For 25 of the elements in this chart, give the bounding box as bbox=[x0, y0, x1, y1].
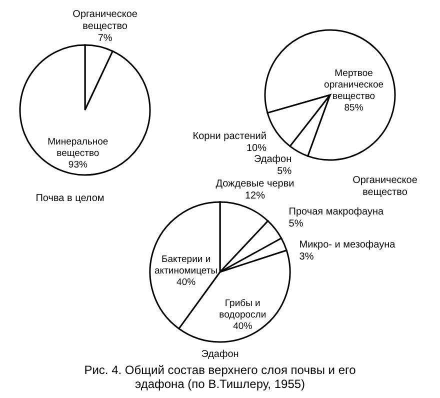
text: Почва в целом bbox=[36, 193, 104, 204]
slice-label: Бактерии и актиномицеты bbox=[154, 254, 218, 277]
data-label: 10% bbox=[246, 142, 267, 154]
text: Органическое вещество bbox=[352, 175, 418, 198]
slice-label: Прочая макрофауна bbox=[288, 206, 384, 218]
data-label: 93% bbox=[68, 160, 88, 171]
data-label: 5% bbox=[277, 166, 292, 177]
text: Эдафон bbox=[201, 349, 239, 360]
slice-label: Минеральное вещество bbox=[48, 136, 108, 160]
pie-slice bbox=[19, 44, 151, 176]
slice-label: Органическое вещество bbox=[72, 9, 138, 32]
data-label: 40% bbox=[233, 321, 253, 332]
slice-label: Дождевые черви bbox=[216, 178, 294, 190]
data-label: 3% bbox=[299, 251, 314, 262]
slice-label: Корни растений bbox=[192, 130, 266, 142]
data-label: 7% bbox=[98, 33, 112, 44]
slice-label: Эдафон bbox=[254, 154, 292, 165]
data-label: 5% bbox=[288, 218, 304, 230]
data-label: 12% bbox=[244, 190, 266, 202]
text: Рис. 4. Общий состав верхнего слоя почвы и его эдафона (по В.Тишлеру, 1955) bbox=[84, 363, 356, 391]
data-label: 40% bbox=[176, 277, 196, 288]
data-label: 85% bbox=[344, 102, 364, 114]
slice-label: Микро- и мезофауна bbox=[299, 239, 396, 250]
slice-label: Грибы и водоросли bbox=[219, 298, 266, 321]
slice-label: Мертвое органическое вещество bbox=[324, 68, 384, 102]
